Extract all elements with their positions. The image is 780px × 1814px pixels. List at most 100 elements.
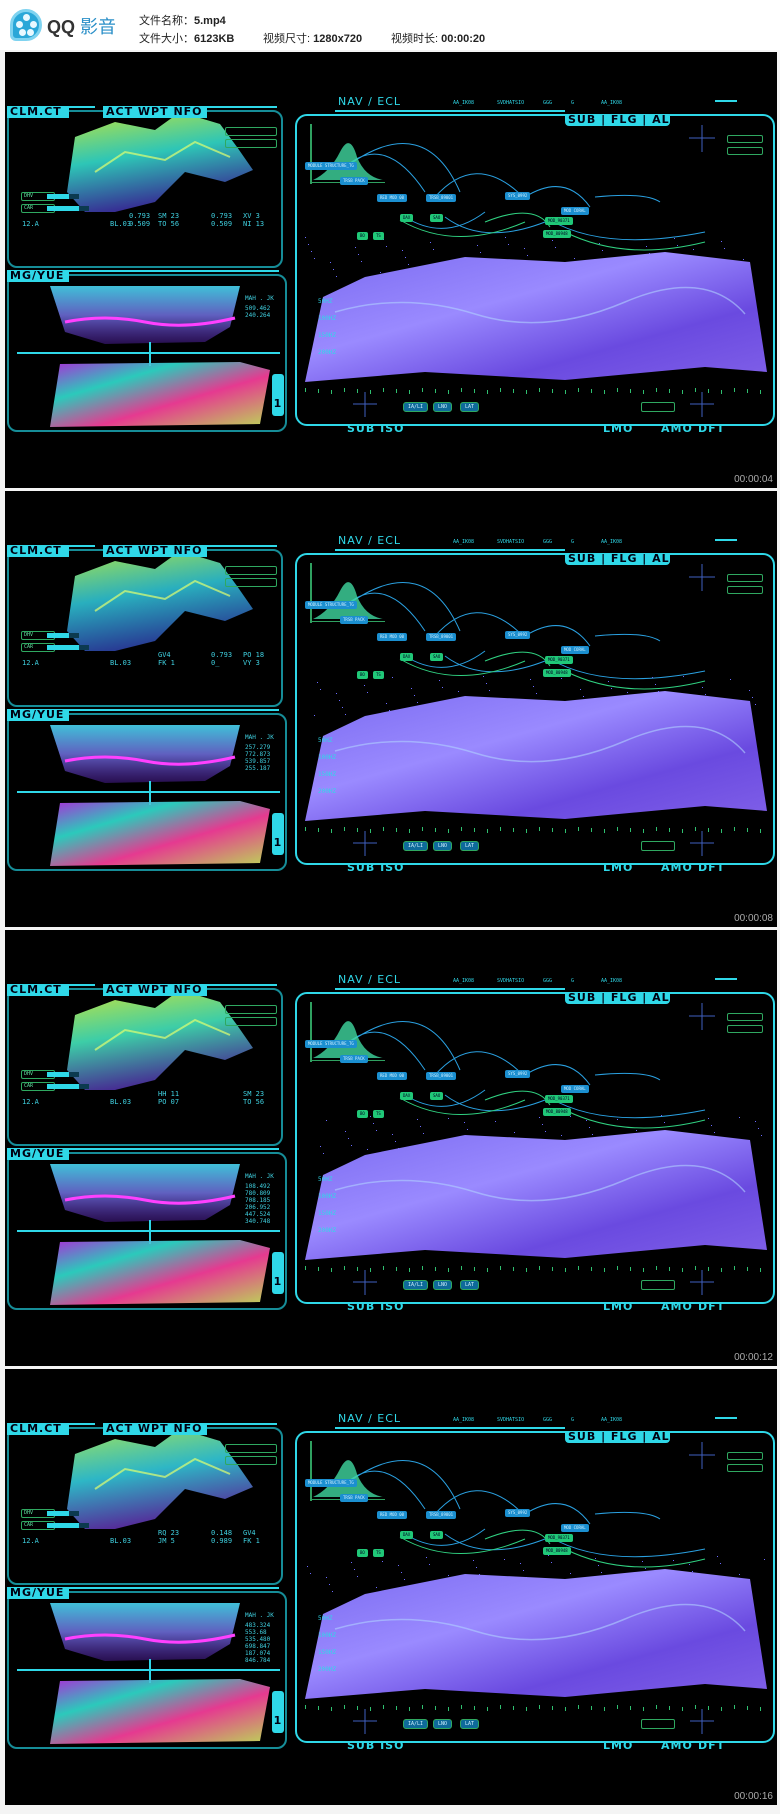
frequency-label: 200HZ	[318, 349, 337, 356]
video-thumbnail-frame[interactable]: CLM.CT ACT WPT NFO DHV CAR 12.A BL.03 GV…	[5, 491, 777, 927]
ia-li-button[interactable]: IA/LI	[403, 1719, 429, 1729]
lno-button[interactable]: LNO	[433, 1280, 453, 1290]
lat-button[interactable]: LAT	[460, 1280, 480, 1290]
lno-button[interactable]: LNO	[433, 841, 453, 851]
control-pill[interactable]	[727, 586, 763, 594]
lat-button[interactable]: LAT	[460, 402, 480, 412]
network-node: MODULE STRUCTURE_TG	[305, 1479, 357, 1487]
network-node: TRSB PACK	[340, 1055, 368, 1063]
toggle-control[interactable]	[641, 841, 675, 851]
control-pill[interactable]	[727, 1013, 763, 1021]
top-status-label: AA_IK08	[453, 1417, 475, 1423]
mg-yue-tab[interactable]: MG/YUE	[7, 1587, 69, 1599]
video-thumbnail-frame[interactable]: CLM.CT ACT WPT NFO DHV CAR 12.A BL.03 RQ…	[5, 1369, 777, 1805]
toggle-control[interactable]	[641, 1280, 675, 1290]
page-indicator[interactable]: 1	[272, 813, 284, 855]
ia-li-button[interactable]: IA/LI	[403, 841, 429, 851]
readout: 0.793	[211, 651, 233, 659]
video-size-info: 视频尺寸: 1280x720	[263, 33, 363, 45]
sub-flg-al-tab[interactable]: SUB | FLG | AL	[565, 553, 670, 565]
sub-flg-al-tab[interactable]: SUB | FLG | AL	[565, 992, 670, 1004]
act-wpt-tab[interactable]: ACT WPT NFO	[103, 1423, 207, 1435]
clm-tab[interactable]: CLM.CT	[7, 984, 69, 996]
hud-graphics	[17, 112, 767, 427]
network-node: SAO	[430, 1092, 444, 1100]
divider	[69, 545, 95, 547]
control-pill[interactable]	[727, 1452, 763, 1460]
file-name-info: 文件名称：5.mp4	[139, 15, 226, 27]
toggle-control[interactable]	[641, 1719, 675, 1729]
mg-value: 483.324	[245, 1622, 271, 1629]
nav-ecl-title: NAV / ECL	[338, 95, 402, 108]
mg-value: 535.480	[245, 1636, 271, 1643]
car-level-bar	[47, 1523, 89, 1528]
sub-flg-al-tab[interactable]: SUB | FLG | AL	[565, 114, 670, 126]
hud-graphics	[17, 1429, 767, 1744]
control-pill[interactable]	[727, 1464, 763, 1472]
lno-button[interactable]: LNO	[433, 1719, 453, 1729]
network-node: MOD_80948	[543, 230, 571, 238]
control-pill[interactable]	[727, 1025, 763, 1033]
lat-button[interactable]: LAT	[460, 1719, 480, 1729]
mg-value: 708.185	[245, 1197, 271, 1204]
video-thumbnail-frame[interactable]: CLM.CT ACT WPT NFO DHV CAR 12.A BL.03 HH…	[5, 930, 777, 1366]
right-terrain-3d	[305, 691, 767, 821]
ia-li-button[interactable]: IA/LI	[403, 402, 429, 412]
frequency-label: 100HZ	[318, 1632, 337, 1639]
network-connections	[344, 1021, 706, 1129]
readout: GV4	[158, 651, 171, 659]
network-node: SYS_0992	[505, 631, 531, 639]
car-level-bar	[47, 1084, 89, 1089]
act-wpt-tab[interactable]: ACT WPT NFO	[103, 106, 207, 118]
control-pill[interactable]	[727, 147, 763, 155]
act-wpt-tab[interactable]: ACT WPT NFO	[103, 984, 207, 996]
ia-li-button[interactable]: IA/LI	[403, 1280, 429, 1290]
act-wpt-tab[interactable]: ACT WPT NFO	[103, 545, 207, 557]
video-thumbnail-frame[interactable]: CLM.CT ACT WPT NFO DHV CAR 12.A BL.03 0.…	[5, 52, 777, 488]
network-connections	[344, 1460, 706, 1568]
network-node: MOD CORAL	[561, 646, 589, 654]
divider	[69, 106, 95, 108]
page-indicator[interactable]: 1	[272, 1252, 284, 1294]
qq-player-logo-icon	[10, 9, 42, 41]
network-node: MODULE STRUCTURE_TG	[305, 162, 357, 170]
lat-button[interactable]: LAT	[460, 841, 480, 851]
sub-flg-al-tab[interactable]: SUB | FLG | AL	[565, 1431, 670, 1443]
frequency-label: 100HZ	[318, 754, 337, 761]
waveform-visual	[50, 1164, 240, 1222]
network-node: MOD_90371	[545, 1534, 573, 1542]
clm-tab[interactable]: CLM.CT	[7, 545, 69, 557]
mg-yue-tab[interactable]: MG/YUE	[7, 1148, 69, 1160]
app-name: QQ 影音	[47, 17, 117, 37]
network-node: MOD CORAL	[561, 1085, 589, 1093]
network-node: RED MOD 00	[377, 194, 408, 202]
tick-marks	[305, 388, 761, 394]
readout: PO 07	[158, 1098, 180, 1106]
top-status-label: G	[571, 978, 575, 984]
crosshair-icon	[353, 1003, 715, 1295]
control-pill[interactable]	[727, 135, 763, 143]
right-terrain-3d	[305, 1130, 767, 1260]
dft-label: DFT	[698, 861, 726, 874]
sub-iso-label: SUB ISO	[347, 861, 405, 874]
mg-value: 108.492	[245, 1183, 271, 1190]
readout: 0.793	[211, 212, 233, 220]
top-status-label: SVDHATSIO	[497, 539, 525, 545]
network-node: MODULE STRUCTURE_TG	[305, 601, 357, 609]
page-indicator[interactable]: 1	[272, 1691, 284, 1733]
amo-label: AMO	[661, 422, 693, 435]
mg-yue-tab[interactable]: MG/YUE	[7, 270, 69, 282]
hud-graphics	[17, 990, 767, 1305]
color-plane-visual	[50, 1679, 270, 1744]
status-pill	[225, 1444, 277, 1453]
clm-tab[interactable]: CLM.CT	[7, 106, 69, 118]
network-node: BO	[357, 1549, 368, 1557]
clm-tab[interactable]: CLM.CT	[7, 1423, 69, 1435]
readout: RQ 23	[158, 1529, 180, 1537]
status-pill	[225, 1005, 277, 1014]
toggle-control[interactable]	[641, 402, 675, 412]
page-indicator[interactable]: 1	[272, 374, 284, 416]
lno-button[interactable]: LNO	[433, 402, 453, 412]
control-pill[interactable]	[727, 574, 763, 582]
mg-yue-tab[interactable]: MG/YUE	[7, 709, 69, 721]
